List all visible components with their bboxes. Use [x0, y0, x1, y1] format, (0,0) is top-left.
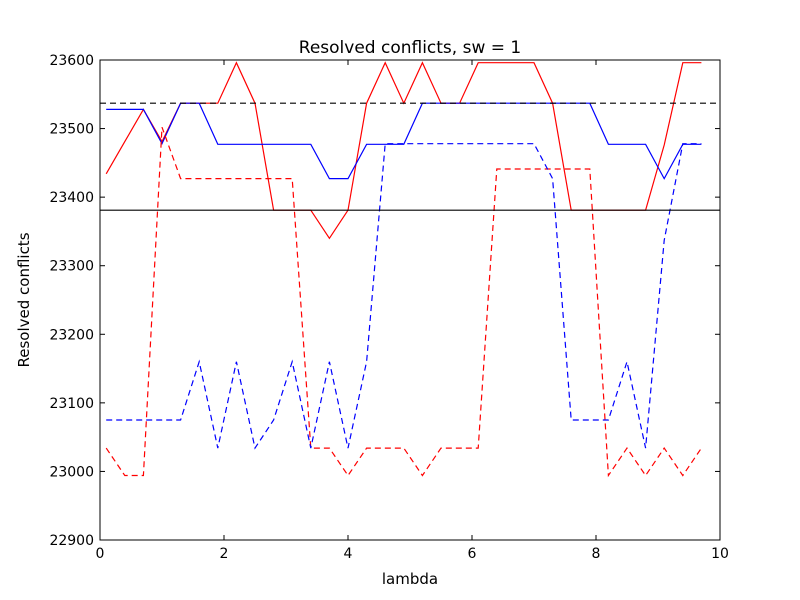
- chart-title: Resolved conflicts, sw = 1: [299, 38, 521, 58]
- y-tick-label: 23400: [49, 190, 94, 206]
- y-tick-label: 23100: [49, 396, 94, 412]
- x-axis-label: lambda: [382, 570, 438, 588]
- x-tick-label: 8: [592, 546, 601, 562]
- series-line-2: [105, 126, 702, 478]
- reference-lines: [100, 102, 720, 211]
- x-axis-ticks: 0 2 4 6 8 10: [96, 60, 729, 562]
- y-tick-label: 23200: [49, 327, 94, 343]
- y-tick-label: 23300: [49, 259, 94, 275]
- x-tick-label: 10: [711, 546, 729, 562]
- series-line-0: [105, 61, 702, 240]
- x-tick-label: 4: [344, 546, 353, 562]
- series-line-3: [106, 143, 702, 450]
- x-tick-label: 6: [468, 546, 477, 562]
- plot-lines: [105, 61, 702, 478]
- x-tick-label: 2: [220, 546, 229, 562]
- y-tick-label: 22900: [49, 533, 94, 549]
- y-tick-label: 23600: [49, 53, 94, 69]
- x-tick-label: 0: [96, 546, 105, 562]
- y-axis-ticks: 22900 23000 23100 23200 23300 23400 23500 23600: [49, 53, 720, 549]
- y-axis-label: Resolved conflicts: [15, 232, 33, 367]
- series-line-1: [106, 102, 702, 180]
- y-tick-label: 23000: [49, 464, 94, 480]
- y-tick-label: 23500: [49, 122, 94, 138]
- plot-frame: [99, 59, 721, 541]
